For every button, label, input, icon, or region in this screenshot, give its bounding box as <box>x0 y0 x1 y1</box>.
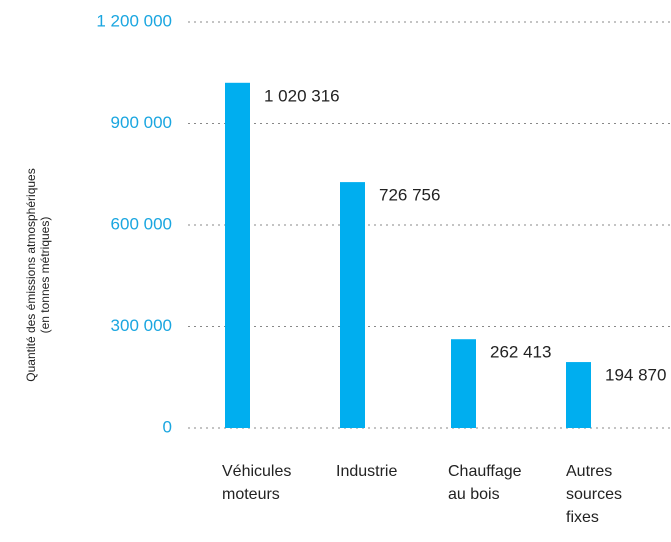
y-tick-label: 600 000 <box>111 214 172 233</box>
x-tick-label: Chauffage au bois <box>448 463 522 503</box>
y-axis-label: Quantité des émissions atmosphériques <box>24 168 38 382</box>
bar <box>225 82 250 428</box>
y-axis-label: (en tonnes métriques) <box>38 216 52 334</box>
y-tick-label: 300 000 <box>111 316 172 335</box>
value-label: 262 413 <box>490 343 551 362</box>
y-tick-label: 900 000 <box>111 113 172 132</box>
value-label: 1 020 316 <box>264 86 340 105</box>
y-tick-label: 0 <box>163 417 172 436</box>
bar <box>451 339 476 428</box>
x-tick-label: Industrie <box>336 463 398 480</box>
x-tick-label: Autres sources fixes <box>566 463 623 526</box>
value-label: 194 870 <box>605 366 666 385</box>
bar <box>340 182 365 428</box>
y-tick-label: 1 200 000 <box>96 11 172 30</box>
x-tick-label: Véhicules moteurs <box>222 463 292 503</box>
value-label: 726 756 <box>379 186 440 205</box>
bar <box>566 362 591 428</box>
